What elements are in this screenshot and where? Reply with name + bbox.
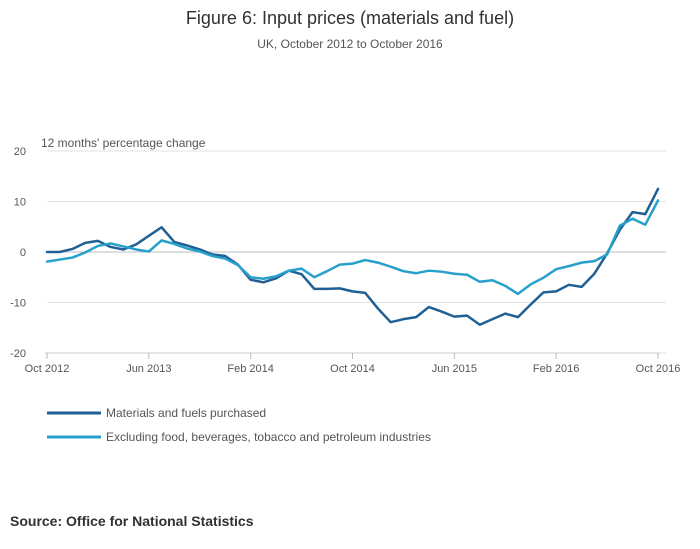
x-tick-label: Feb 2016 [533,363,579,375]
legend: Materials and fuels purchased Excluding f… [47,406,431,444]
y-tick-label: 0 [20,247,26,259]
y-tick-label: 20 [14,146,26,158]
source-note: Source: Office for National Statistics [10,513,254,529]
legend-entry-1: Materials and fuels purchased [106,406,266,420]
x-tick-label: Oct 2016 [636,363,681,375]
y-axis-label: 12 months' percentage change [41,136,206,150]
x-tick-label: Oct 2012 [25,363,70,375]
series-line-2 [45,199,660,296]
legend-entry-2: Excluding food, beverages, tobacco and p… [106,430,431,444]
axis-layer: 20 10 0 -10 -20 Oct 2012 Jun 2013 Feb 2014 Oct 2… [10,146,680,375]
chart-subtitle: UK, October 2012 to October 2016 [257,37,443,51]
series-line-1 [45,187,660,326]
x-tick-label: Feb 2014 [227,363,273,375]
series-layer [45,187,660,326]
x-tick-label: Jun 2015 [432,363,477,375]
y-tick-label: 10 [14,197,26,209]
y-tick-label: -20 [10,348,26,360]
grid-layer [47,150,666,354]
x-tick-label: Oct 2014 [330,363,375,375]
chart-title: Figure 6: Input prices (materials and fu… [185,8,515,28]
x-tick-label: Jun 2013 [126,363,171,375]
y-tick-label: -10 [10,298,26,310]
